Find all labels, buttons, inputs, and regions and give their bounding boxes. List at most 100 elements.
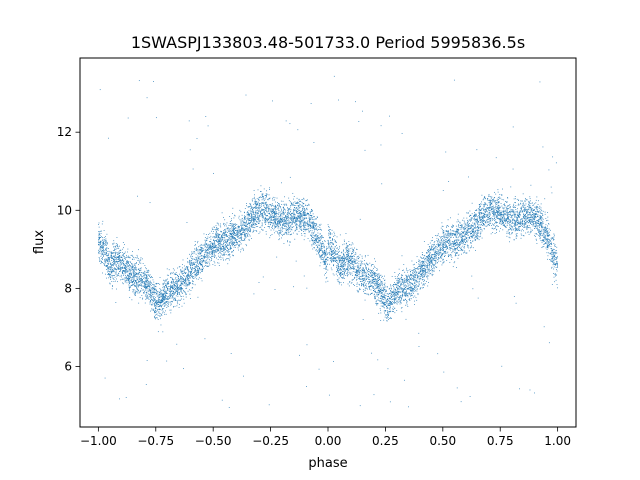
data-point [319,249,321,251]
data-point [450,247,452,249]
data-point [543,236,545,238]
data-point [536,225,537,227]
data-point [398,300,400,302]
data-point [509,234,511,236]
data-point [112,252,113,254]
data-point [368,286,370,288]
data-point [524,209,526,211]
data-point [443,258,444,260]
data-point [479,214,481,216]
data-point [494,228,496,229]
data-point [370,279,372,281]
data-point [444,237,446,239]
data-point [451,245,453,247]
data-point [119,250,121,252]
data-point [512,222,514,224]
data-point [99,250,101,252]
data-point [416,268,417,269]
data-point [298,207,300,209]
data-point [427,285,429,287]
data-point [163,295,165,297]
data-point [473,231,474,233]
data-point [536,207,538,208]
data-point [177,283,179,285]
data-point [393,301,395,303]
data-point [343,260,345,261]
data-point [396,291,397,293]
data-point [195,266,197,268]
data-point [114,262,116,264]
data-point [326,257,328,259]
data-point [117,262,118,264]
data-point [134,294,135,296]
data-point [445,230,447,232]
data-point [345,258,347,260]
data-point [335,257,337,259]
data-point [339,268,340,270]
data-point [352,261,353,263]
data-point [191,261,193,263]
data-point [416,272,418,274]
data-point [109,251,111,253]
data-point [533,210,534,211]
data-point [420,274,422,275]
data-point [488,224,490,226]
data-point [235,239,237,241]
data-point [392,306,394,308]
data-point [471,229,473,231]
data-point [202,249,204,251]
data-point [253,293,255,295]
data-point [150,283,151,285]
data-point [147,285,149,287]
data-point [255,210,257,212]
data-point [287,220,289,221]
data-point [210,243,211,245]
data-point [307,204,309,206]
data-point [402,288,404,290]
data-point [139,271,141,273]
data-point [479,220,481,222]
data-point [450,236,452,238]
data-point [232,228,234,230]
data-point [107,274,109,275]
data-point [306,205,308,207]
data-point [487,224,489,225]
data-point [227,238,229,240]
data-point [264,221,266,223]
data-point [428,259,430,261]
data-point [551,261,553,263]
data-point [231,233,233,235]
data-point [155,293,157,295]
data-point [219,252,221,254]
data-point [420,274,421,275]
data-point [258,216,260,218]
data-point [319,265,321,267]
data-point [196,249,198,251]
data-point [144,302,146,304]
data-point [490,202,491,203]
data-point [546,227,548,229]
data-point [156,311,158,312]
data-point [165,301,167,302]
data-point [407,279,409,280]
data-point [476,218,478,220]
data-point [135,295,136,296]
data-point [241,237,243,238]
data-point [278,203,280,204]
data-point [451,234,453,235]
data-point [464,227,466,229]
data-point [379,298,381,299]
data-point [289,123,291,125]
data-point [511,227,513,228]
data-point [404,279,406,281]
data-point [119,260,121,262]
data-point [225,249,227,250]
data-point [411,269,413,271]
data-point [255,208,256,210]
data-point [231,239,233,241]
data-point [341,273,343,275]
data-point [549,252,551,254]
data-point [514,224,516,225]
data-point [145,292,147,293]
data-point [281,208,282,210]
